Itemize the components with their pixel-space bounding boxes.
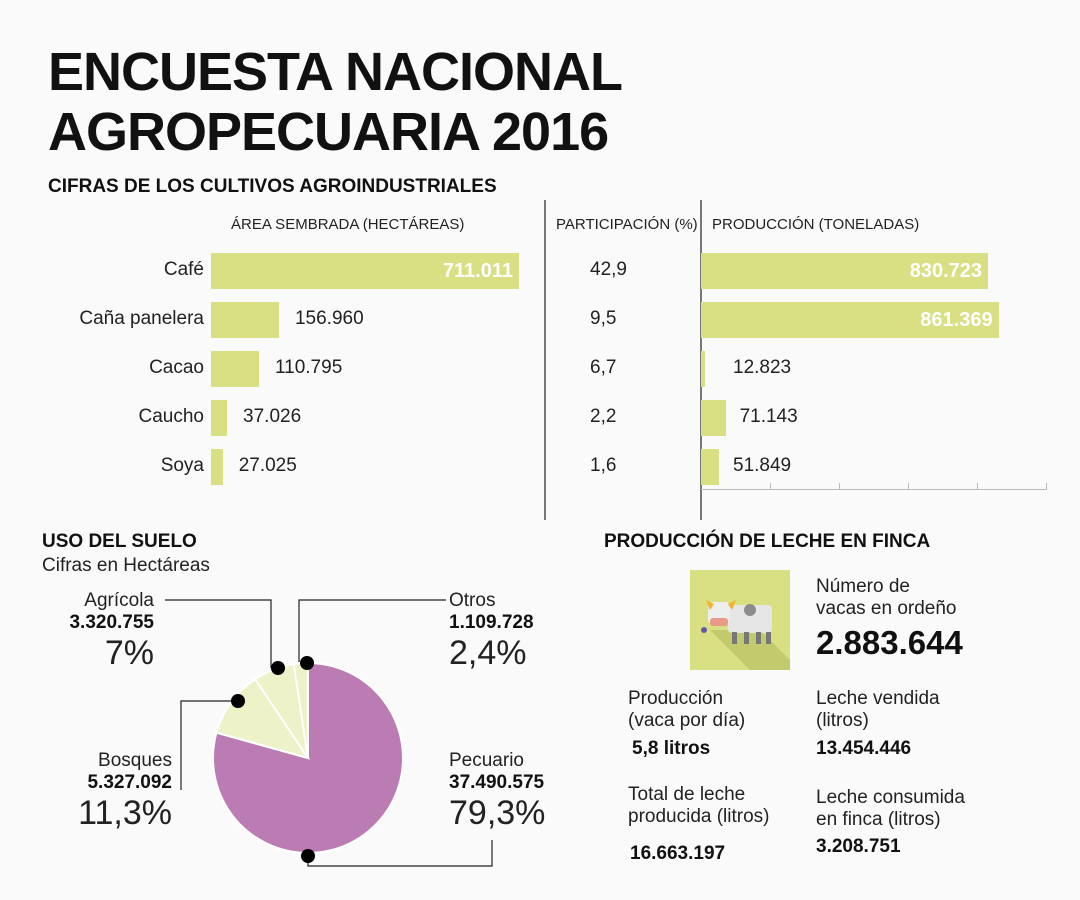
agricola-marker <box>271 661 285 675</box>
production-bar: 861.369 <box>701 302 999 338</box>
area-bar-label: 156.960 <box>294 308 364 329</box>
production-bar-label: 861.369 <box>920 309 993 331</box>
otros-leader <box>298 599 446 662</box>
total-label: Total de leche producida (litros) <box>628 784 770 827</box>
area-bar: 711.011 <box>211 253 519 289</box>
participation-value: 1,6 <box>590 455 617 476</box>
crop-name: Caña panelera <box>79 308 204 329</box>
axis-tick <box>1046 483 1047 489</box>
otros-label: Otros 1.109.728 2,4% <box>449 590 534 672</box>
area-bar-label: 110.795 <box>274 357 343 378</box>
pie-slice-pecuario <box>212 661 404 854</box>
production-bar-label: 51.849 <box>733 455 792 476</box>
otros-marker <box>300 656 314 670</box>
crops-section-title: CIFRAS DE LOS CULTIVOS AGROINDUSTRIALES <box>48 176 497 197</box>
pecuario-label: Pecuario 37.490.575 79,3% <box>449 750 546 832</box>
crop-name: Café <box>163 259 204 280</box>
production-bar-label: 830.723 <box>909 260 982 282</box>
area-header: ÁREA SEMBRADA (HECTÁREAS) <box>231 216 465 233</box>
production-bar <box>701 449 719 485</box>
production-bar <box>701 351 706 387</box>
area-bar <box>211 400 228 436</box>
consumida-value: 3.208.751 <box>816 836 901 857</box>
area-bar <box>211 351 259 387</box>
vendida-label: Leche vendida (litros) <box>816 688 940 731</box>
pecuario-marker <box>301 849 315 863</box>
production-bar <box>701 400 726 436</box>
bosques-marker <box>231 694 245 708</box>
production-bar-label: 12.823 <box>733 357 792 378</box>
axis-tick <box>839 483 840 489</box>
title-line-2: AGROPECUARIA 2016 <box>48 102 609 162</box>
bosques-leader <box>180 700 233 790</box>
vacas-label: Número de vacas en ordeño <box>816 576 957 619</box>
total-value: 16.663.197 <box>630 843 726 864</box>
leche-title: PRODUCCIÓN DE LECHE EN FINCA <box>604 531 931 552</box>
suelo-subtitle: Cifras en Hectáreas <box>42 555 210 576</box>
production-bar: 830.723 <box>701 253 988 289</box>
area-bar <box>211 302 279 338</box>
axis-tick <box>977 483 978 489</box>
crop-name: Soya <box>160 455 204 476</box>
consumida-label: Leche consumida en finca (litros) <box>816 787 965 830</box>
suelo-title: USO DEL SUELO <box>42 531 197 552</box>
cow-icon <box>690 570 790 670</box>
agricola-leader <box>165 599 272 668</box>
area-bar-label: 37.026 <box>243 406 302 427</box>
participation-header: PARTICIPACIÓN (%) <box>556 216 698 233</box>
participation-value: 9,5 <box>590 308 617 329</box>
title-line-1: ENCUESTA NACIONAL <box>48 42 623 102</box>
area-bar <box>211 449 223 485</box>
bosques-label: Bosques 5.327.092 11,3% <box>78 750 172 832</box>
vendida-value: 13.454.446 <box>816 738 912 759</box>
production-header: PRODUCCIÓN (TONELADAS) <box>712 216 920 233</box>
vacas-value: 2.883.644 <box>816 624 963 661</box>
participation-value: 6,7 <box>590 357 617 378</box>
divider <box>544 200 546 520</box>
crop-name: Cacao <box>149 357 204 378</box>
participation-value: 2,2 <box>590 406 617 427</box>
production-axis <box>700 200 702 520</box>
participation-value: 42,9 <box>590 259 627 280</box>
area-bar-label: 27.025 <box>238 455 297 476</box>
axis-tick <box>770 483 771 489</box>
agricola-label: Agrícola 3.320.755 7% <box>69 590 154 672</box>
axis-tick <box>908 483 909 489</box>
production-bar-label: 71.143 <box>739 406 798 427</box>
production-x-axis <box>701 483 1047 490</box>
crop-name: Caucho <box>138 406 205 427</box>
produccion-label: Producción (vaca por día) <box>628 688 746 731</box>
area-bar-label: 711.011 <box>442 260 513 282</box>
produccion-value: 5,8 litros <box>632 738 711 759</box>
